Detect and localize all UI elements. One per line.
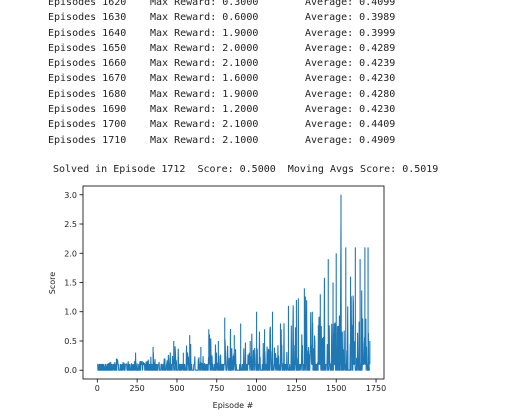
log-episode: Episodes 1680 [48, 88, 127, 100]
log-max-reward: Max Reward: 2.1000 [150, 58, 259, 70]
log-average: Average: 0.3989 [305, 12, 396, 24]
log-line: Episodes 1620 Max Reward: 0.3000 Average: … [48, 0, 395, 10]
y-tick-label: 1.5 [64, 279, 77, 288]
log-line: Episodes 1640 Max Reward: 1.9000 Average: … [48, 26, 395, 41]
log-max-reward: Max Reward: 2.1000 [150, 119, 259, 131]
log-max-reward: Max Reward: 1.9000 [150, 88, 259, 100]
y-tick-label: 2.5 [64, 220, 77, 229]
x-tick-label: 1500 [326, 384, 346, 393]
y-axis-label: Score [48, 272, 57, 294]
log-line: Episodes 1710 Max Reward: 2.1000 Average: … [48, 133, 395, 148]
x-tick-label: 750 [209, 384, 224, 393]
log-line: Episodes 1690 Max Reward: 1.2000 Average: … [48, 102, 395, 117]
y-tick-label: 0.0 [64, 366, 77, 375]
x-tick-label: 1000 [246, 384, 266, 393]
log-line: Episodes 1660 Max Reward: 2.1000 Average: … [48, 56, 395, 71]
log-average: Average: 0.4289 [305, 42, 396, 54]
log-average: Average: 0.4280 [305, 88, 396, 100]
log-average: Average: 0.4099 [305, 0, 396, 8]
x-tick-label: 250 [130, 384, 145, 393]
training-log: Episodes 1620 Max Reward: 0.3000 Average: … [48, 0, 395, 148]
log-max-reward: Max Reward: 1.6000 [150, 73, 259, 85]
log-average: Average: 0.4230 [305, 104, 396, 116]
x-tick-label: 0 [95, 384, 100, 393]
score-series-line [97, 194, 371, 371]
x-tick-label: 1250 [286, 384, 306, 393]
log-episode: Episodes 1660 [48, 58, 127, 70]
x-axis-label: Episode # [213, 401, 254, 410]
log-max-reward: Max Reward: 2.1000 [150, 134, 259, 146]
log-line: Episodes 1630 Max Reward: 0.6000 Average: … [48, 10, 395, 25]
log-line: Episodes 1680 Max Reward: 1.9000 Average: … [48, 87, 395, 102]
log-average: Average: 0.4909 [305, 134, 396, 146]
log-episode: Episodes 1640 [48, 27, 127, 39]
y-tick-label: 2.0 [64, 249, 77, 258]
x-tick-label: 500 [169, 384, 184, 393]
y-tick-label: 1.0 [64, 308, 77, 317]
x-axis-ticks: 0 250 500 750 1000 1250 1500 1750 [95, 379, 386, 393]
log-max-reward: Max Reward: 0.6000 [150, 12, 259, 24]
log-line: Episodes 1650 Max Reward: 2.0000 Average: … [48, 41, 395, 56]
log-max-reward: Max Reward: 2.0000 [150, 42, 259, 54]
log-episode: Episodes 1650 [48, 42, 127, 54]
log-average: Average: 0.4409 [305, 119, 396, 131]
log-episode: Episodes 1630 [48, 12, 127, 24]
y-tick-label: 0.5 [64, 337, 77, 346]
solved-message: Solved in Episode 1712 Score: 0.5000 Mov… [53, 164, 439, 175]
score-chart: 0 250 500 750 1000 1250 1500 1750 0.0 0.5 1.0 1.5 2… [48, 185, 386, 410]
y-tick-label: 3.0 [64, 191, 77, 200]
log-episode: Episodes 1690 [48, 104, 127, 116]
plot-area: 0 250 500 750 1000 1250 1500 1750 0.0 0.5 1.0 1.5 2… [48, 185, 386, 410]
log-max-reward: Max Reward: 0.3000 [150, 0, 259, 8]
log-line: Episodes 1700 Max Reward: 2.1000 Average: … [48, 117, 395, 132]
log-max-reward: Max Reward: 1.2000 [150, 104, 259, 116]
log-episode: Episodes 1670 [48, 73, 127, 85]
log-average: Average: 0.4230 [305, 73, 396, 85]
log-episode: Episodes 1700 [48, 119, 127, 131]
log-average: Average: 0.3999 [305, 27, 396, 39]
log-average: Average: 0.4239 [305, 58, 396, 70]
log-line: Episodes 1670 Max Reward: 1.6000 Average: … [48, 71, 395, 86]
log-episode: Episodes 1710 [48, 134, 127, 146]
log-max-reward: Max Reward: 1.9000 [150, 27, 259, 39]
x-tick-label: 1750 [366, 384, 386, 393]
log-episode: Episodes 1620 [48, 0, 127, 8]
y-axis-ticks: 0.0 0.5 1.0 1.5 2.0 2.5 3.0 [64, 191, 83, 375]
